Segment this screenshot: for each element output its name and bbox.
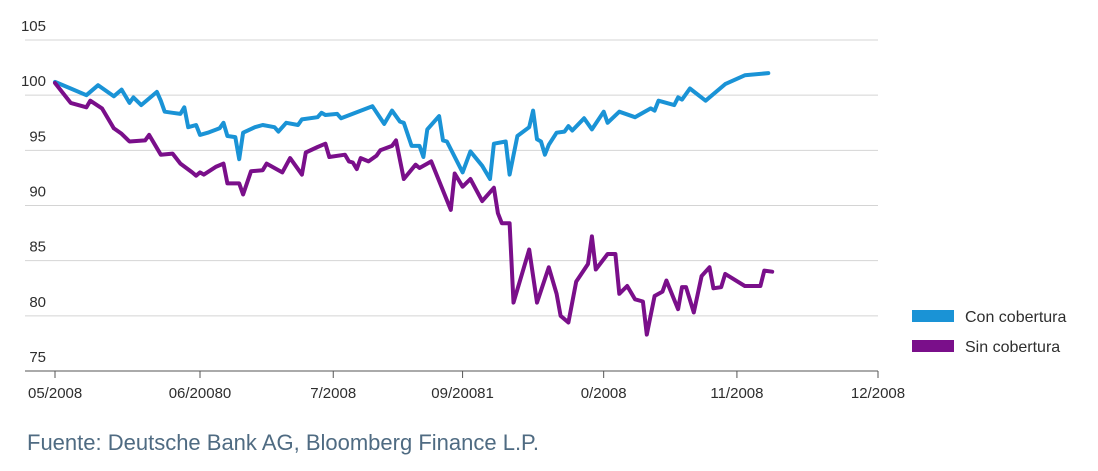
y-tick-label: 100 (21, 73, 46, 90)
legend-swatch (912, 340, 954, 352)
y-tick-label: 80 (29, 294, 46, 311)
x-tick-label: 09/20081 (431, 385, 494, 402)
x-tick-label: 06/20080 (169, 385, 232, 402)
series-line-sin-cobertura (53, 81, 775, 337)
x-tick-label: 05/2008 (28, 385, 82, 402)
x-tick-label: 12/2008 (851, 385, 905, 402)
y-tick-label: 85 (29, 239, 46, 256)
series-line-con-cobertura (53, 71, 771, 181)
y-tick-label: 90 (29, 184, 46, 201)
legend-swatch (912, 310, 954, 322)
y-tick-label: 95 (29, 128, 46, 145)
y-tick-label: 75 (29, 349, 46, 366)
x-tick-label: 7/2008 (310, 385, 356, 402)
y-tick-label: 105 (21, 18, 46, 35)
x-tick-label: 0/2008 (581, 385, 627, 402)
legend-label: Con cobertura (965, 309, 1066, 326)
source-note: Fuente: Deutsche Bank AG, Bloomberg Fina… (27, 430, 540, 455)
x-tick-label: 11/2008 (710, 385, 763, 402)
legend-label: Sin cobertura (965, 339, 1060, 356)
